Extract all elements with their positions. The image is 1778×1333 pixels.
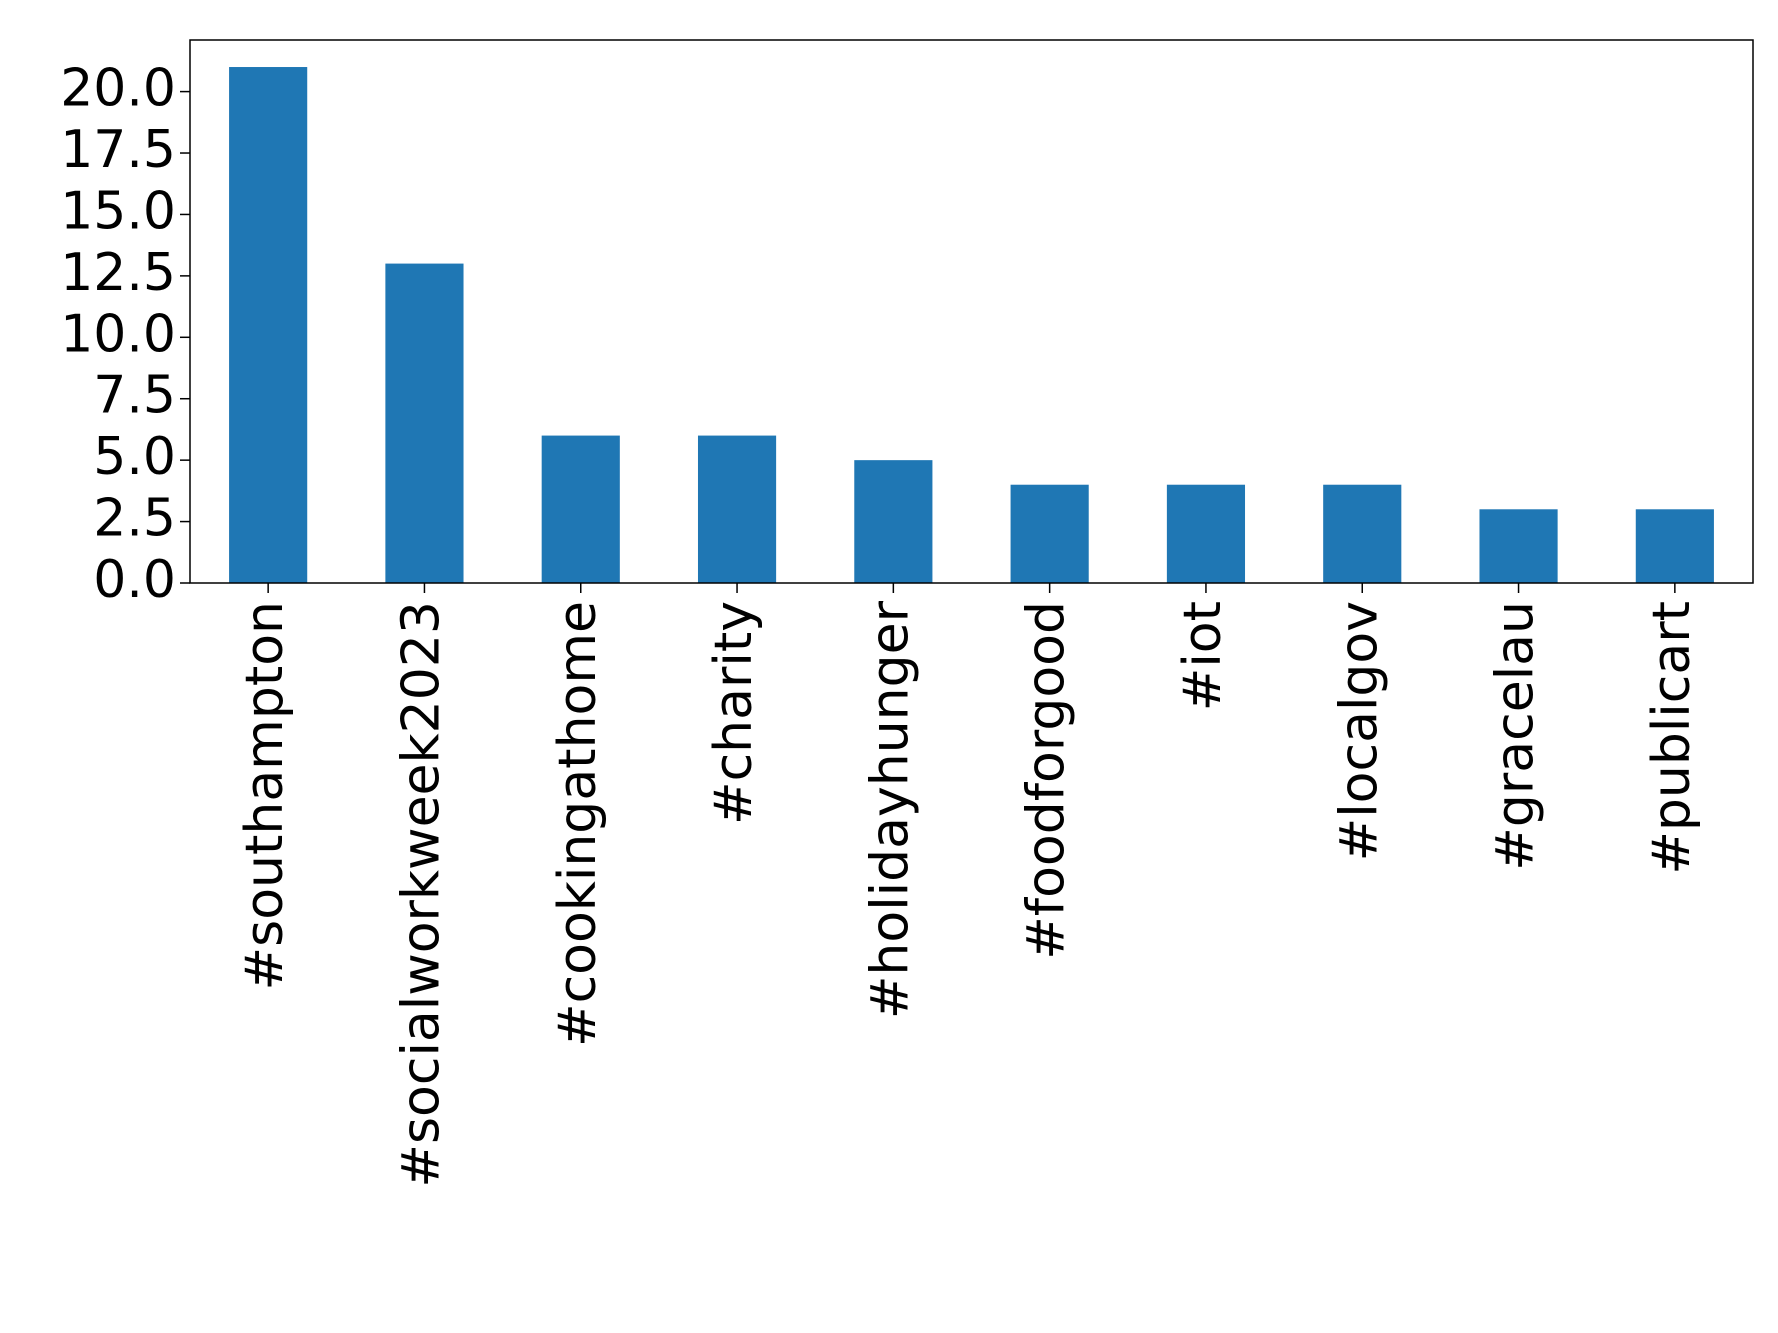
y-tick-label: 10.0 [60,304,176,364]
y-tick-label: 15.0 [60,181,176,241]
x-tick-label: #holidayhunger [860,600,920,1019]
bar [385,263,464,583]
x-tick-label: #publicart [1642,601,1702,875]
y-tick-label: 7.5 [93,366,176,426]
x-tick-label: #southampton [235,601,295,990]
bar [1635,509,1714,583]
x-tick-label: #charity [704,601,764,825]
x-tick-label: #gracelau [1486,601,1546,871]
y-tick-label: 12.5 [60,243,176,303]
y-tick-label: 5.0 [93,427,176,487]
y-tick-label: 2.5 [93,489,176,549]
y-tick-label: 17.5 [60,120,176,180]
x-tick-label: #localgov [1329,601,1389,861]
bar [1479,509,1558,583]
bar [1166,484,1246,583]
bar [854,460,933,583]
x-tick-label: #cookingathome [548,601,608,1047]
bar [1010,484,1089,583]
x-tick-label: #iot [1173,601,1233,711]
y-tick-label: 0.0 [93,550,176,610]
plot-frame [189,39,1754,584]
bar [697,435,777,583]
bar [229,67,308,583]
y-tick-label: 20.0 [60,59,176,119]
bar [541,435,620,583]
x-tick-label: #socialworkweek2023 [391,601,451,1188]
bar [1323,484,1402,583]
x-tick-label: #foodforgood [1017,601,1077,960]
